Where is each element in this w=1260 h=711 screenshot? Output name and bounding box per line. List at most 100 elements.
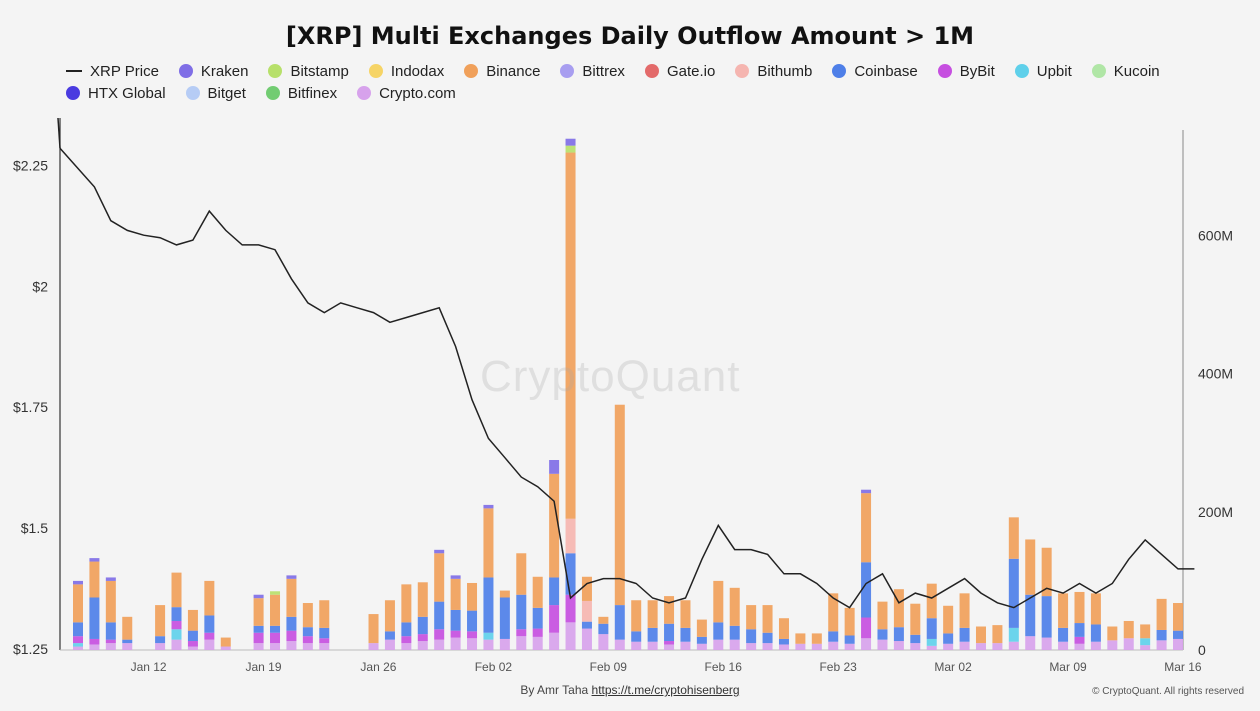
legend-label: Bithumb (757, 62, 813, 80)
bar-segment-coinbase (549, 577, 560, 606)
bar-segment-coinbase (861, 562, 872, 618)
legend-item-crypto-com[interactable]: Crypto.com (357, 85, 456, 102)
legend-label: Binance (486, 62, 541, 80)
legend-item-bittrex[interactable]: Bittrex (560, 63, 625, 80)
bar-segment-coinbase (1173, 630, 1183, 639)
legend-label: HTX Global (88, 84, 166, 102)
bar-segment-binance (1041, 547, 1052, 597)
bar-segment-upbit (926, 638, 937, 646)
bar-segment-binance (302, 603, 313, 628)
legend-label: Bittrex (582, 62, 625, 80)
bar-segment-crypto-com (1123, 638, 1134, 650)
legend-label: XRP Price (90, 62, 159, 80)
legend-item-htx-global[interactable]: HTX Global (66, 85, 166, 102)
bar-segment-binance (631, 600, 642, 632)
bar-segment-upbit (1008, 627, 1019, 642)
bar-segment-crypto-com (467, 638, 478, 650)
bar-segment-binance (73, 584, 83, 623)
bar-segment-binance (1008, 517, 1019, 559)
bar-segment-upbit (171, 629, 182, 640)
legend-swatch (735, 64, 750, 78)
bar-segment-coinbase (778, 638, 789, 645)
legend-label: Kraken (200, 62, 249, 80)
bar-segment-coinbase (664, 623, 675, 642)
legend-label: ByBit (959, 62, 995, 80)
bar-segment-coinbase (253, 625, 264, 633)
legend-swatch (265, 86, 280, 100)
bar-segment-bybit (417, 634, 428, 642)
bar-segment-kraken (89, 558, 100, 562)
bar-segment-bybit (565, 594, 576, 623)
bar-segment-bybit (270, 632, 281, 644)
bar-segment-binance (861, 493, 872, 563)
bar-segment-coinbase (565, 553, 576, 595)
bar-segment-bitstamp (270, 591, 281, 595)
legend-item-indodax[interactable]: Indodax (368, 63, 444, 80)
bar-segment-crypto-com (401, 643, 412, 650)
bar-segment-coinbase (680, 627, 691, 642)
bar-segment-crypto-com (746, 643, 757, 650)
bar-segment-crypto-com (1107, 640, 1118, 650)
bar-segment-bybit (861, 617, 872, 639)
legend-swatch (560, 64, 575, 78)
x-tick-label: Jan 12 (131, 660, 167, 674)
bar-segment-crypto-com (992, 643, 1003, 650)
bar-segment-binance (746, 605, 757, 630)
author-link[interactable]: https://t.me/cryptohisenberg (591, 683, 740, 697)
x-tick-label: Feb 02 (475, 660, 513, 674)
legend-swatch (268, 64, 283, 78)
legend-row-2: HTX Global Bitget Bitfinex Crypto.com (66, 82, 1216, 104)
legend-item-bitget[interactable]: Bitget (185, 85, 246, 102)
bar-segment-coinbase (926, 618, 937, 639)
x-tick-label: Jan 26 (360, 660, 396, 674)
legend-item-gate-io[interactable]: Gate.io (644, 63, 715, 80)
bar-segment-coinbase (581, 621, 592, 629)
bar-segment-binance (1123, 620, 1134, 639)
y-left-tick-label: $1.75 (13, 399, 48, 415)
bar-segment-binance (286, 578, 297, 617)
bar-segment-binance (877, 601, 888, 630)
legend-item-upbit[interactable]: Upbit (1014, 63, 1072, 80)
legend-item-bitfinex[interactable]: Bitfinex (265, 84, 338, 102)
legend-item-kucoin[interactable]: Kucoin (1091, 63, 1160, 80)
legend-label: Bitfinex (287, 84, 338, 102)
bar-segment-binance (450, 578, 461, 610)
bar-segment-crypto-com (926, 645, 937, 650)
bar-segment-crypto-com (122, 643, 133, 650)
bar-segment-crypto-com (828, 641, 839, 650)
x-tick-label: Feb 09 (590, 660, 628, 674)
legend-item-xrp-price[interactable]: XRP Price (66, 63, 159, 80)
legend-item-kraken[interactable]: Kraken (178, 62, 249, 80)
legend-item-bithumb[interactable]: Bithumb (735, 63, 812, 80)
bar-segment-coinbase (270, 625, 281, 633)
legend-swatch (832, 64, 847, 78)
legend-item-coinbase[interactable]: Coinbase (832, 63, 918, 80)
bar-segment-crypto-com (1173, 638, 1183, 650)
bar-segment-binance (319, 600, 330, 628)
bar-segment-binance (122, 616, 133, 640)
bar-segment-binance (549, 473, 560, 578)
bar-segment-coinbase (696, 636, 707, 644)
bar-segment-binance (499, 590, 510, 598)
bar-segment-coinbase (319, 627, 330, 639)
y-right-tick-label: 200M (1198, 504, 1233, 520)
bar-segment-binance (270, 594, 281, 626)
bar-segment-coinbase (598, 623, 609, 635)
legend-swatch (464, 64, 479, 78)
bar-segment-binance (483, 508, 494, 578)
legend-item-bybit[interactable]: ByBit (937, 62, 995, 80)
bar-segment-crypto-com (1074, 643, 1085, 650)
bar-segment-binance (828, 593, 839, 632)
legend-item-bitstamp[interactable]: Bitstamp (268, 63, 349, 80)
bar-segment-bybit (516, 629, 527, 637)
bar-segment-crypto-com (877, 639, 888, 650)
bar-segment-bithumb (565, 518, 576, 554)
bar-segment-bybit (319, 638, 330, 644)
bar-segment-coinbase (171, 607, 182, 621)
legend-item-binance[interactable]: Binance (464, 63, 540, 80)
bar-segment-coinbase (893, 627, 904, 642)
bar-segment-coinbase (1090, 624, 1101, 642)
chart-title: [XRP] Multi Exchanges Daily Outflow Amou… (285, 22, 975, 50)
price-line (57, 117, 1195, 609)
